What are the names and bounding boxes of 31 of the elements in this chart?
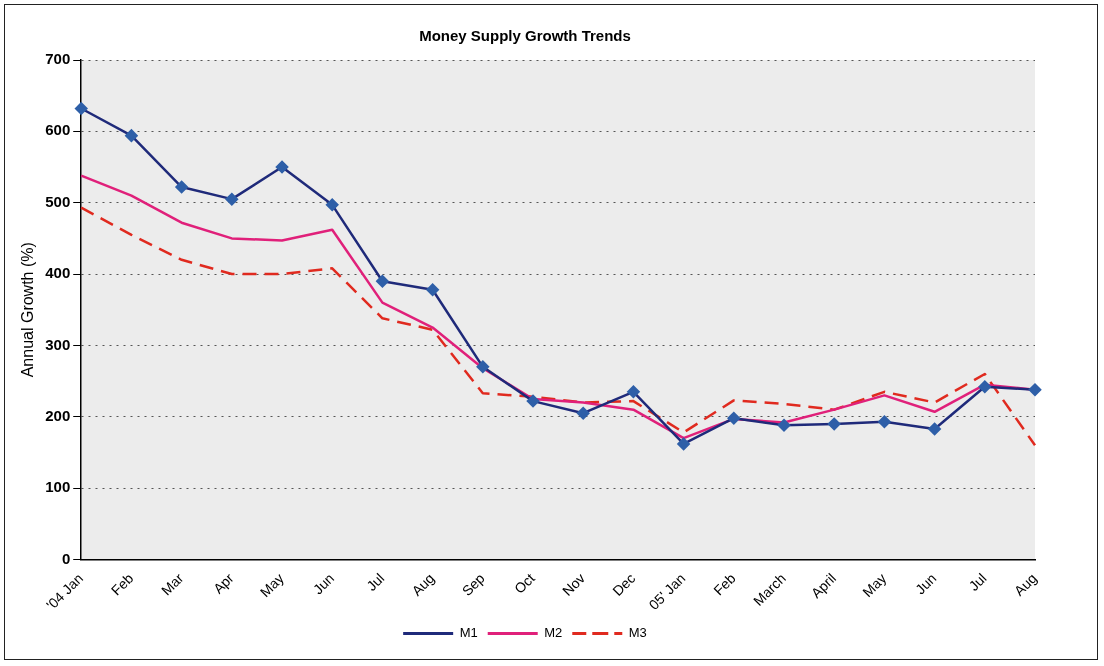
- x-tick-label: Nov: [559, 569, 589, 599]
- y-tick-label: 700: [45, 50, 71, 68]
- x-tick-label: Jun: [912, 569, 940, 598]
- x-tick-label: Oct: [511, 569, 538, 597]
- x-tick-label: Jul: [965, 569, 990, 594]
- y-tick-label: 600: [45, 121, 71, 139]
- x-tick-label: Jul: [363, 569, 388, 594]
- y-axis-title: Annual Growth (%): [19, 242, 37, 378]
- legend-label: M2: [544, 625, 563, 641]
- x-tick-label: 05' Jan: [645, 569, 689, 613]
- x-tick-label: Apr: [209, 569, 237, 597]
- x-tick-label: May: [256, 569, 287, 600]
- legend-label: M3: [628, 625, 647, 641]
- x-tick-label: Mar: [158, 569, 187, 599]
- y-tick-label: 500: [45, 192, 71, 210]
- y-tick-label: 400: [45, 264, 71, 282]
- x-tick-label: '04 Jan: [43, 569, 87, 613]
- x-tick-label: Aug: [408, 569, 438, 599]
- x-tick-label: Aug: [1010, 569, 1040, 599]
- x-tick-label: Dec: [609, 569, 639, 599]
- x-tick-label: May: [859, 569, 890, 600]
- y-tick-label: 300: [45, 335, 71, 353]
- x-tick-label: Feb: [107, 569, 137, 599]
- y-tick-label: 100: [45, 478, 71, 496]
- legend-label: M1: [459, 625, 478, 641]
- chart-title: Money Supply Growth Trends: [419, 27, 631, 45]
- x-tick-label: Sep: [458, 569, 488, 599]
- x-tick-label: Jun: [309, 569, 338, 598]
- y-tick-label: 200: [45, 406, 71, 424]
- y-tick-label: 0: [61, 549, 71, 567]
- x-tick-label: Feb: [710, 569, 739, 599]
